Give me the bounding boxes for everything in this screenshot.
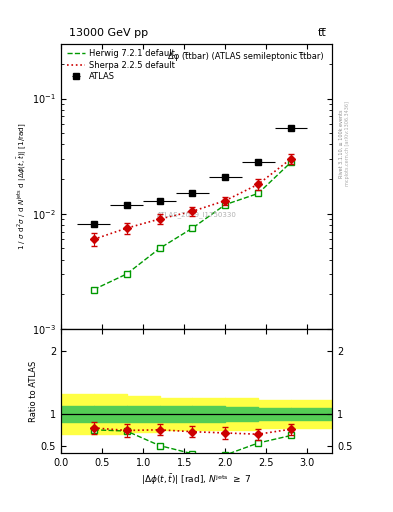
Text: mcplots.cern.ch [arXiv:1306.3436]: mcplots.cern.ch [arXiv:1306.3436] [345,101,350,186]
Herwig 7.2.1 default [256,190,261,197]
Herwig 7.2.1 default [288,159,293,165]
Text: Rivet 3.1.10, ≥ 100k events: Rivet 3.1.10, ≥ 100k events [339,109,344,178]
X-axis label: $|\Delta\phi(t,\bar{t})|$ [rad], $N^{\rm jets}$ $\geq$ 7: $|\Delta\phi(t,\bar{t})|$ [rad], $N^{\rm… [141,472,252,487]
Sherpa 2.2.5 default [124,225,129,231]
Line: Herwig 7.2.1 default: Herwig 7.2.1 default [94,162,291,289]
Sherpa 2.2.5 default [92,236,96,242]
Text: tt̅: tt̅ [318,28,326,38]
Legend: Herwig 7.2.1 default, Sherpa 2.2.5 default, ATLAS: Herwig 7.2.1 default, Sherpa 2.2.5 defau… [65,48,177,83]
Text: 13000 GeV pp: 13000 GeV pp [69,28,148,38]
Herwig 7.2.1 default [92,286,96,292]
Sherpa 2.2.5 default [190,208,195,215]
Sherpa 2.2.5 default [256,181,261,187]
Text: Δφ (t̅tbar) (ATLAS semileptonic t̅tbar): Δφ (t̅tbar) (ATLAS semileptonic t̅tbar) [168,52,324,61]
Text: ATLAS_2019_I1750330: ATLAS_2019_I1750330 [156,211,237,218]
Herwig 7.2.1 default [223,202,228,208]
Herwig 7.2.1 default [190,225,195,231]
Sherpa 2.2.5 default [157,216,162,222]
Y-axis label: 1 / $\sigma$ d$^2\sigma$ / d $N^{\rm jets}$ d $|\Delta\phi(t,\bar{t})|$ [1/rad]: 1 / $\sigma$ d$^2\sigma$ / d $N^{\rm jet… [16,122,29,250]
Herwig 7.2.1 default [124,271,129,277]
Y-axis label: Ratio to ATLAS: Ratio to ATLAS [29,360,38,422]
Sherpa 2.2.5 default [223,198,228,204]
Line: Sherpa 2.2.5 default: Sherpa 2.2.5 default [94,159,291,239]
Herwig 7.2.1 default [157,245,162,251]
Sherpa 2.2.5 default [288,156,293,162]
